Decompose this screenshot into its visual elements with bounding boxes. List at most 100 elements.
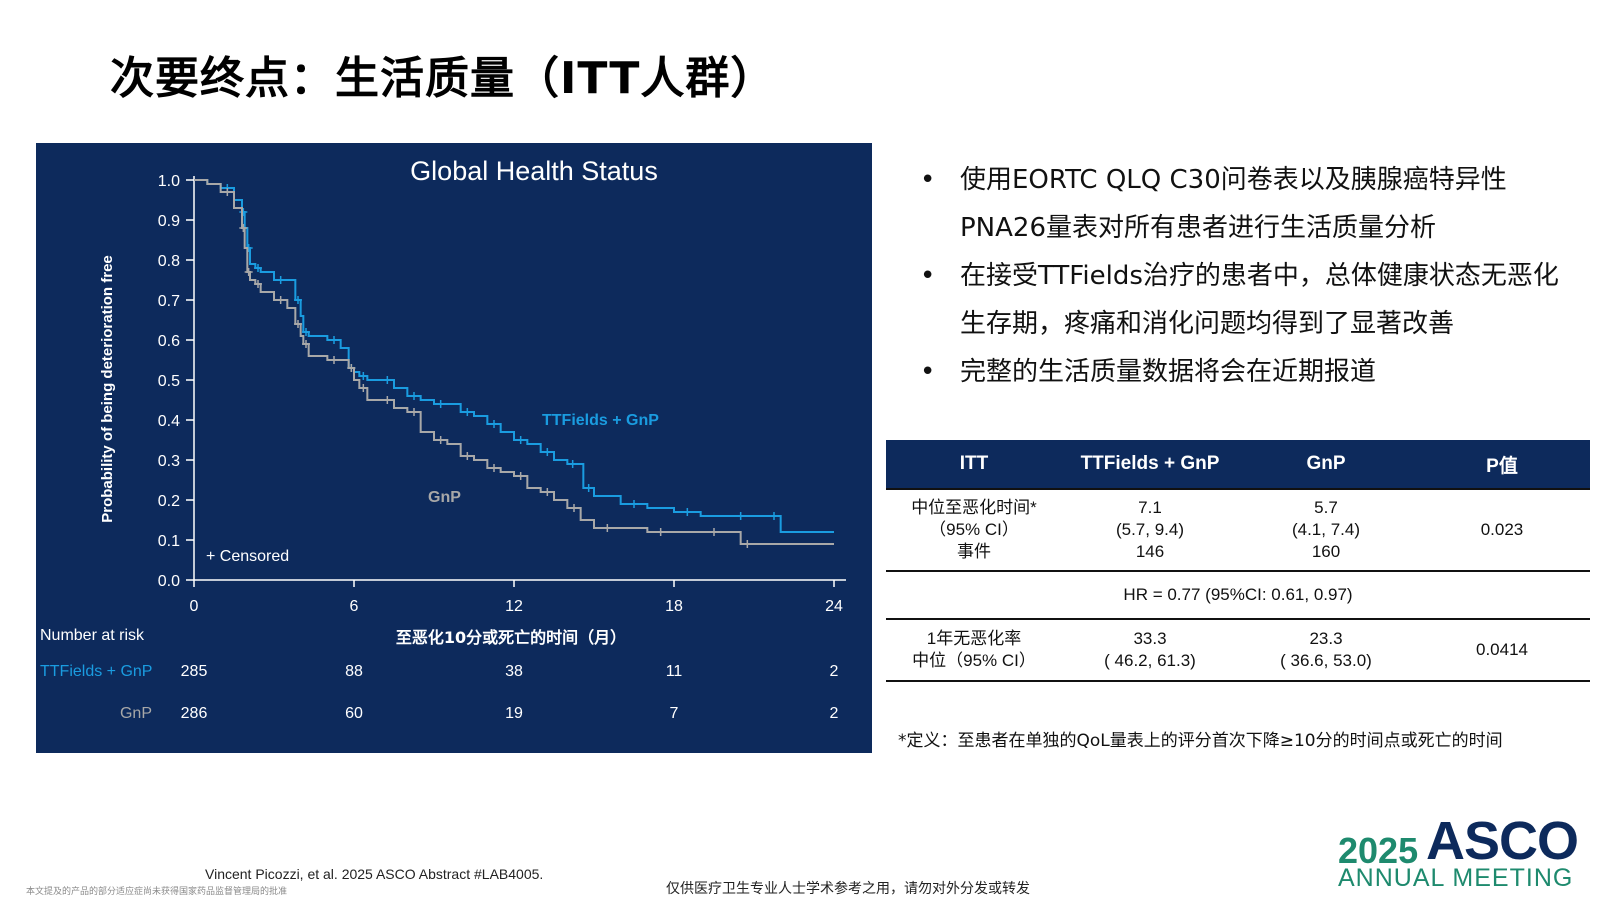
table-header-gnp: GnP	[1238, 440, 1414, 490]
table-row: 中位至恶化时间* （95% CI） 事件 7.1 (5.7, 9.4) 146 …	[886, 489, 1590, 572]
y-tick-label: 0.3	[158, 453, 180, 470]
table-cell-ttfields: 7.1 (5.7, 9.4) 146	[1062, 489, 1238, 572]
censor-mark	[410, 392, 418, 400]
censor-mark	[410, 408, 418, 416]
disclaimer-small: 本文提及的产品的部分适应症尚未获得国家药品监督管理局的批准	[26, 887, 288, 897]
cell-line: 33.3	[1133, 629, 1167, 648]
y-tick-label: 0.7	[158, 293, 180, 310]
y-tick-label: 0.0	[158, 573, 180, 590]
censor-mark	[770, 512, 778, 520]
x-tick-label: 6	[350, 598, 359, 615]
censor-mark	[302, 328, 310, 336]
risk-value: 38	[505, 663, 523, 680]
x-tick-label: 12	[505, 598, 523, 615]
censor-mark	[516, 472, 525, 480]
censor-mark	[656, 528, 665, 536]
km-chart: Global Health Status Probability of bein…	[40, 156, 846, 722]
censor-mark	[543, 448, 552, 456]
series-label-gnp: GnP	[428, 489, 461, 506]
risk-table-header: Number at risk	[40, 627, 145, 644]
bullet-item: 使用EORTC QLQ C30问卷表以及胰腺癌特异性PNA26量表对所有患者进行…	[920, 156, 1570, 252]
table-cell-ttfields: 33.3 ( 46.2, 61.3)	[1062, 619, 1238, 682]
cell-line: 7.1	[1138, 498, 1162, 517]
risk-value: 2	[830, 663, 839, 680]
x-tick-label: 18	[665, 598, 683, 615]
y-tick-label: 0.6	[158, 333, 180, 350]
censored-legend: + Censored	[206, 548, 289, 565]
censor-mark	[630, 500, 638, 508]
censor-mark	[603, 524, 612, 532]
censor-mark	[383, 396, 392, 404]
y-tick-label: 0.9	[158, 213, 180, 230]
censor-mark	[359, 372, 368, 380]
logo-year: 2025	[1338, 830, 1419, 871]
censor-mark	[276, 296, 285, 304]
y-tick-label: 0.5	[158, 373, 180, 390]
censor-mark	[294, 296, 302, 304]
series-label-ttfields: TTFields + GnP	[542, 412, 659, 429]
censor-mark	[254, 280, 262, 288]
cell-line: 中位（95% CI）	[912, 651, 1036, 670]
table-header-ttfields: TTFields + GnP	[1062, 440, 1238, 490]
censor-mark	[302, 340, 310, 348]
cell-line: 23.3	[1309, 629, 1343, 648]
censor-mark	[516, 436, 525, 444]
censor-mark	[490, 420, 498, 428]
censor-mark	[570, 504, 578, 512]
censor-mark	[436, 436, 445, 444]
censor-mark	[436, 400, 445, 408]
risk-value: 7	[670, 705, 679, 722]
table-cell-gnp: 5.7 (4.1, 7.4) 160	[1238, 489, 1414, 572]
censor-mark	[276, 276, 285, 284]
censor-mark	[710, 528, 718, 536]
censor-mark	[330, 356, 338, 364]
table-cell-p: 0.0414	[1414, 619, 1590, 682]
table-header-itt: ITT	[886, 440, 1062, 490]
cell-line: 1年无恶化率	[926, 629, 1022, 648]
censor-mark	[463, 408, 472, 416]
censor-mark	[239, 224, 248, 232]
censor-mark	[463, 452, 472, 460]
risk-row-label-gnp: GnP	[120, 705, 152, 722]
risk-value: 60	[345, 705, 363, 722]
censor-mark	[490, 464, 498, 472]
y-tick-label: 0.4	[158, 413, 180, 430]
disclaimer: 仅供医疗卫生专业人士学术参考之用，请勿对外分发或转发	[666, 881, 1030, 897]
bullet-item: 完整的生活质量数据将会在近期报道	[920, 348, 1570, 396]
cell-line: 事件	[957, 542, 991, 561]
censor-mark	[294, 320, 302, 328]
cell-line: ( 46.2, 61.3)	[1104, 651, 1196, 670]
y-tick-label: 0.2	[158, 493, 180, 510]
cell-line: （95% CI）	[929, 520, 1019, 539]
censor-mark	[239, 208, 248, 216]
risk-value: 11	[666, 663, 683, 680]
table-header-p: P值	[1414, 440, 1590, 490]
table-row: 1年无恶化率 中位（95% CI） 33.3 ( 46.2, 61.3) 23.…	[886, 619, 1590, 682]
table-cell-p: 0.023	[1414, 489, 1590, 572]
y-tick-label: 0.8	[158, 253, 180, 270]
censor-mark	[584, 484, 593, 492]
bullet-item: 在接受TTFields治疗的患者中，总体健康状态无恶化生存期，疼痛和消化问题均得…	[920, 252, 1570, 348]
km-chart-panel: Global Health Status Probability of bein…	[36, 143, 872, 753]
risk-value: 285	[181, 663, 208, 680]
cell-line: 中位至恶化时间*	[911, 498, 1037, 517]
censor-mark	[254, 264, 262, 272]
citation: Vincent Picozzi, et al. 2025 ASCO Abstra…	[205, 866, 544, 882]
censor-mark	[244, 268, 253, 276]
censor-mark	[568, 460, 577, 468]
cell-line: 160	[1311, 542, 1341, 561]
y-tick-label: 0.1	[158, 533, 180, 550]
table-cell-label: 中位至恶化时间* （95% CI） 事件	[886, 489, 1062, 572]
y-axis-label: Probability of being deterioration free	[99, 255, 116, 523]
x-tick-label: 24	[825, 598, 843, 615]
table-cell-hr: HR = 0.77 (95%CI: 0.61, 0.97)	[886, 571, 1590, 620]
cell-line: ( 36.6, 53.0)	[1280, 651, 1372, 670]
km-line-ttfields	[194, 179, 834, 533]
x-tick-label: 0	[190, 598, 199, 615]
risk-value: 88	[345, 663, 363, 680]
chart-title: Global Health Status	[410, 156, 658, 186]
asco-logo: 2025 ASCO ANNUAL MEETING	[1338, 810, 1588, 892]
x-axis-label: 至恶化10分或死亡的时间（月）	[396, 628, 626, 647]
logo-meeting: ANNUAL MEETING	[1338, 864, 1574, 892]
risk-row-label-ttfields: TTFields + GnP	[40, 663, 152, 680]
